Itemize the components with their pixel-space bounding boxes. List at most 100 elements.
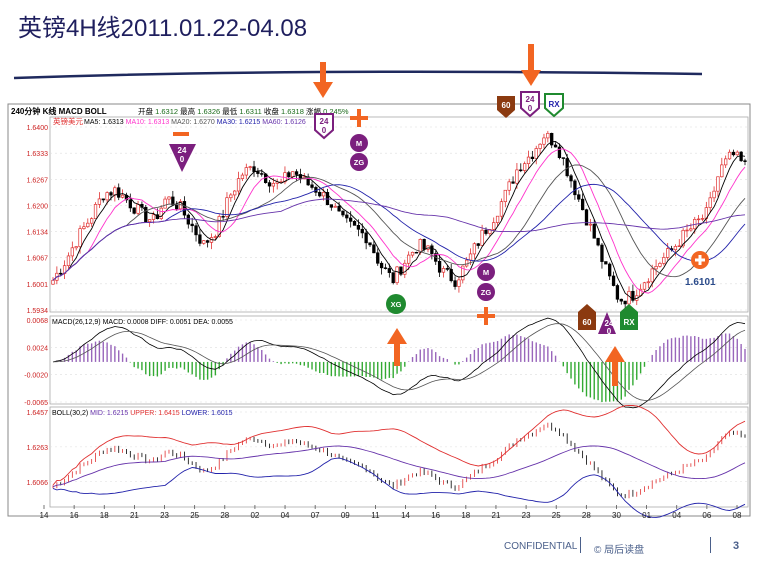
candle-body (414, 251, 419, 254)
candle-body (105, 192, 109, 201)
ma-legend: MA5: 1.6313 MA10: 1.6313 MA20: 1.6270 MA… (84, 119, 306, 126)
candle-body (233, 190, 237, 196)
candle-body (372, 244, 376, 254)
x-tick-label: 14 (40, 511, 49, 520)
candle-body (341, 210, 345, 216)
candle-body (101, 198, 105, 201)
candle-body (720, 164, 724, 178)
badge-rx-shield: RX (544, 93, 564, 118)
badge-24-shield: 24 0 (314, 113, 334, 140)
candle-body (399, 266, 403, 275)
svg-text:RX: RX (623, 318, 635, 327)
candle-body (724, 158, 728, 166)
candle-body (159, 207, 163, 220)
candle-body (90, 218, 94, 224)
price-tick-label: 1.6400 (27, 125, 49, 132)
candle-body (569, 175, 573, 182)
candle-body (553, 144, 558, 148)
candle-body (611, 275, 616, 286)
candle-body (522, 163, 527, 171)
candle-body (306, 176, 310, 186)
badge-xg-circle: XG (386, 294, 406, 314)
x-tick-label: 06 (702, 511, 711, 520)
candle-body (240, 174, 245, 179)
badge-24-triangle: 24 0 (169, 144, 196, 172)
ma20-line (52, 164, 746, 281)
candle-body (592, 223, 596, 239)
plus-icon (350, 109, 368, 127)
candle-body (167, 196, 171, 200)
x-tick-label: 09 (341, 511, 350, 520)
x-tick-label: 25 (552, 511, 561, 520)
header-period: 240分钟 K线 MACD BOLL (11, 106, 107, 116)
candle-body (492, 222, 496, 230)
candle-body (260, 173, 264, 175)
candle-body (368, 242, 372, 246)
candle-body (379, 262, 384, 269)
candle-body (147, 219, 152, 223)
x-tick-label: 07 (311, 511, 320, 520)
x-tick-label: 11 (371, 511, 380, 520)
candle-body (267, 182, 272, 187)
candle-body (422, 239, 426, 250)
page-title: 英镑4H线2011.01.22-04.08 (18, 15, 308, 42)
price-panel (49, 116, 749, 313)
candle-body (526, 156, 531, 165)
x-tick-label: 23 (160, 511, 169, 520)
x-tick-label: 23 (522, 511, 531, 520)
x-tick-label: 14 (401, 511, 410, 520)
candle-body (735, 151, 739, 156)
candle-body (271, 182, 276, 187)
candle-body (600, 244, 604, 262)
x-tick-label: 18 (100, 511, 109, 520)
candle-body (329, 204, 333, 208)
x-tick-label: 08 (733, 511, 742, 520)
svg-text:24: 24 (320, 117, 329, 126)
svg-text:0: 0 (180, 155, 185, 164)
boll-mid-line (52, 445, 746, 488)
candle-body (229, 194, 233, 199)
candle-body (383, 267, 388, 269)
svg-text:60: 60 (502, 101, 511, 110)
page-number: 3 (733, 540, 740, 552)
candle-body (650, 268, 654, 283)
x-tick-label: 16 (70, 511, 79, 520)
price-tick-label: 1.6333 (27, 151, 49, 158)
candle-body (82, 226, 86, 229)
candle-body (511, 181, 515, 184)
candle-body (685, 229, 689, 232)
candle-body (573, 180, 577, 196)
circle-plus-icon (691, 251, 709, 269)
candle-body (93, 204, 98, 220)
candle-body (631, 290, 635, 301)
ma-legend-item: MA5: 1.6313 (84, 119, 126, 126)
candle-body (542, 137, 546, 145)
candle-body (716, 176, 720, 192)
candle-body (495, 215, 500, 223)
candle-body (225, 197, 229, 217)
macd-tick-label: 0.0068 (27, 318, 49, 325)
candle-body (619, 298, 623, 302)
candle-body (217, 216, 221, 237)
ma-legend-item: MA30: 1.6215 (217, 119, 263, 126)
macd-dea-line (52, 323, 746, 401)
price-annotation: 1.6101 (685, 277, 716, 288)
candle-body (202, 240, 206, 244)
candle-body (642, 282, 647, 290)
candle-body (441, 268, 446, 273)
candle-body (461, 265, 465, 281)
candle-body (321, 192, 326, 197)
price-layer (51, 130, 747, 309)
candle-body (213, 236, 218, 238)
candle-body (499, 201, 504, 217)
svg-text:RX: RX (548, 100, 560, 109)
candle-body (51, 279, 55, 285)
candle-body (410, 251, 415, 256)
candle-body (132, 207, 136, 214)
candle-body (349, 217, 353, 222)
svg-text:XG: XG (391, 300, 402, 309)
svg-text:M: M (483, 268, 489, 277)
candle-body (151, 214, 156, 220)
badge-60-pentagon: 60 (497, 96, 515, 118)
candle-body (662, 257, 666, 264)
